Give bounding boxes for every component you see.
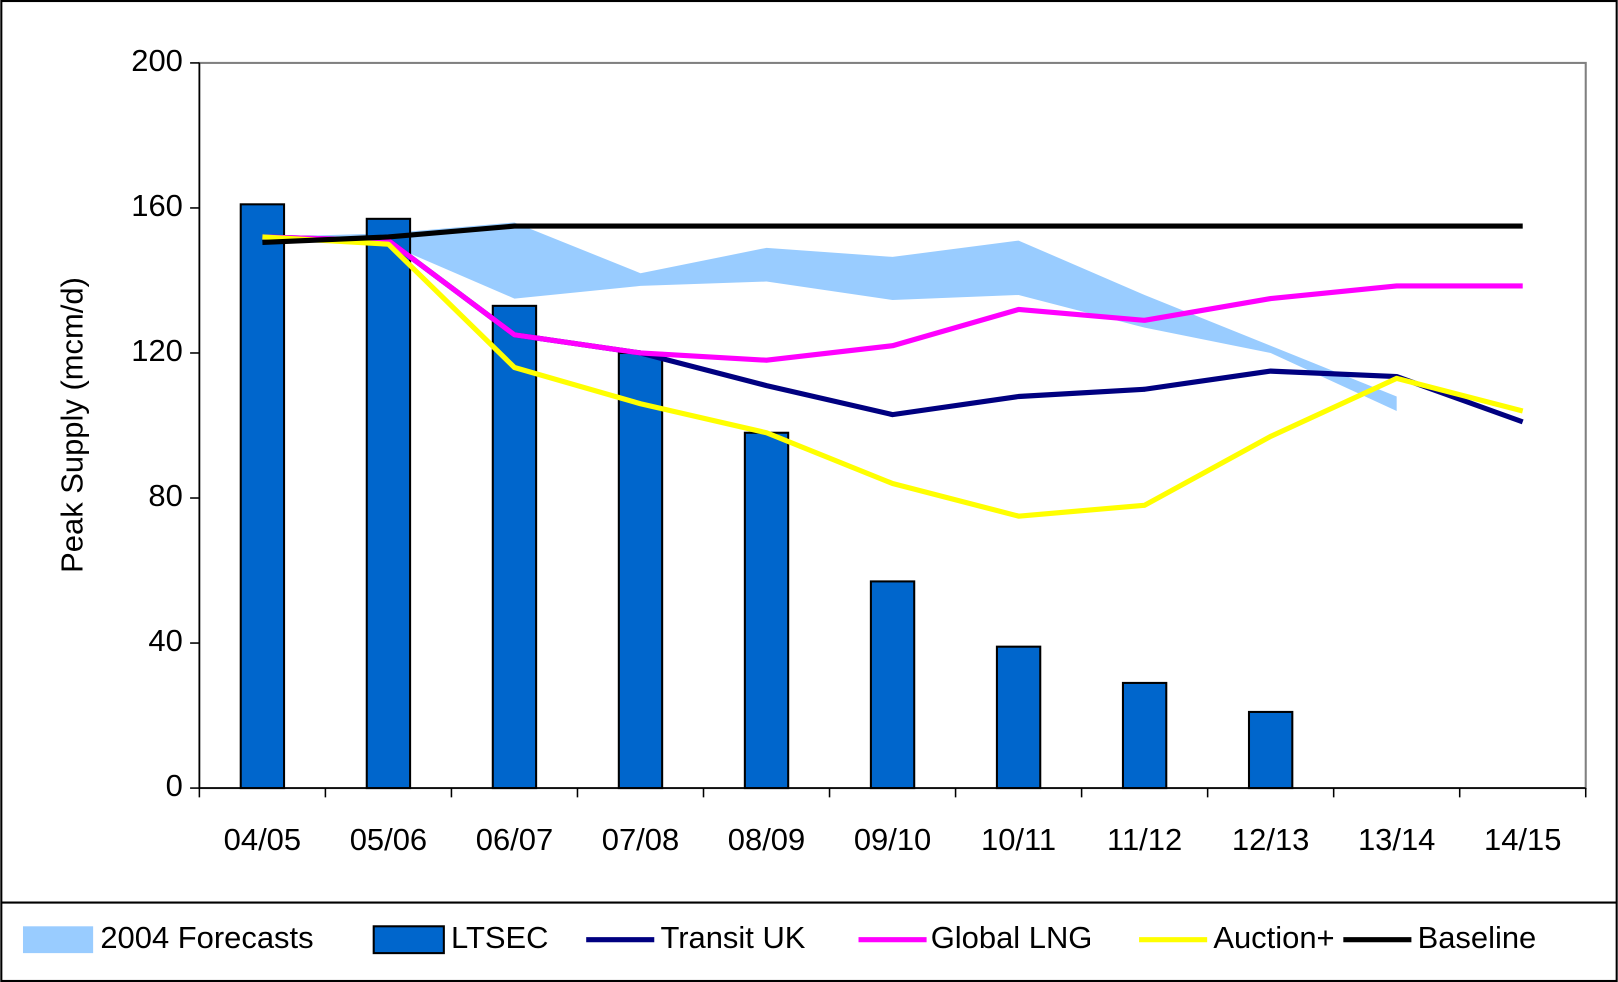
x-tick-label: 13/14: [1358, 822, 1435, 857]
bar: [365, 217, 412, 790]
legend-label: LTSEC: [451, 920, 548, 955]
legend-label: Auction+: [1213, 920, 1334, 955]
legend-swatch: [22, 926, 94, 954]
legend-swatch: [372, 925, 445, 955]
y-tick-label: 120: [131, 333, 183, 368]
x-tick-label: 07/08: [602, 822, 679, 857]
y-axis-label: Peak Supply (mcm/d): [55, 277, 90, 573]
forecast-band: [262, 222, 1397, 411]
bar: [491, 304, 538, 790]
x-tick-label: 11/12: [1107, 822, 1182, 857]
legend-label: Transit UK: [660, 920, 805, 955]
x-tick-label: 05/06: [350, 822, 427, 857]
bar: [617, 351, 664, 790]
y-tick-label: 0: [166, 768, 183, 803]
x-tick-label: 08/09: [728, 822, 805, 857]
x-tick-label: 06/07: [476, 822, 553, 857]
x-tick-label: 14/15: [1484, 822, 1561, 857]
line: [262, 234, 1524, 519]
legend-label: 2004 Forecasts: [100, 920, 313, 955]
x-tick-label: 04/05: [224, 822, 301, 857]
bar: [995, 645, 1042, 790]
bar: [1121, 681, 1168, 790]
bar: [239, 203, 286, 790]
legend-label: Global LNG: [931, 920, 1093, 955]
bar: [869, 580, 916, 790]
bar: [743, 431, 790, 790]
bar: [1247, 710, 1294, 790]
y-tick-label: 40: [148, 623, 182, 658]
y-tick-label: 80: [148, 478, 182, 513]
line: [262, 223, 1523, 245]
y-tick-label: 160: [131, 188, 183, 223]
legend-label: Baseline: [1418, 920, 1537, 955]
line: [262, 234, 1523, 363]
x-tick-label: 12/13: [1232, 822, 1309, 857]
x-tick-label: 10/11: [981, 822, 1056, 857]
x-tick-label: 09/10: [854, 822, 931, 857]
y-tick-label: 200: [131, 43, 183, 78]
